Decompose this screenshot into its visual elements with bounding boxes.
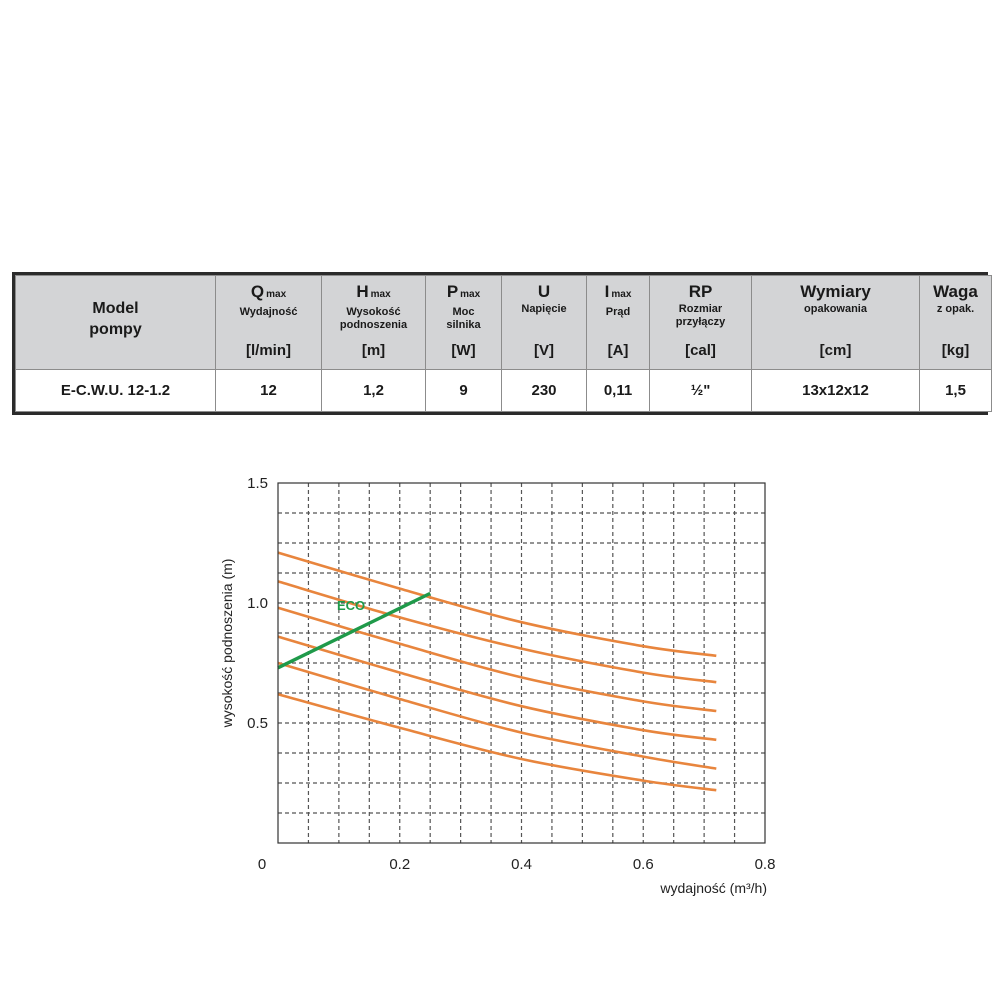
cell-hmax: 1,2 (321, 369, 426, 412)
header-description: Prąd (605, 306, 631, 318)
header-symbol: I (604, 282, 610, 301)
header-unit: [l/min] (246, 342, 291, 359)
chart-series-group (277, 551, 717, 792)
header-model: Model pompy (15, 275, 216, 370)
header-symbol: Q (250, 282, 265, 301)
x-tick-label: 0.4 (511, 856, 532, 873)
header-symbol: RP (688, 282, 713, 301)
header-dimensions: Wymiary opakowania [cm] (751, 275, 920, 370)
header-subscript: max (611, 289, 632, 300)
header-description: Wydajność (239, 306, 298, 318)
cell-current: 0,11 (586, 369, 650, 412)
cell-weight: 1,5 (919, 369, 992, 412)
y-tick-label: 1.0 (247, 595, 268, 612)
x-tick-label: 0.8 (755, 856, 776, 873)
header-unit: [A] (607, 342, 629, 359)
header-description: z opak. (936, 303, 975, 315)
cell-pmax: 9 (425, 369, 502, 412)
header-u: U Napięcie [V] (501, 275, 587, 370)
x-tick-label: 0.2 (389, 856, 410, 873)
header-symbol: U (537, 282, 551, 301)
eco-line-group: ECO (277, 591, 431, 670)
header-symbol: H (356, 282, 369, 301)
header-rp: RP Rozmiar przyłączy [cal] (649, 275, 752, 370)
pump-curve-2 (277, 580, 717, 684)
header-unit: [m] (361, 342, 386, 359)
eco-line (277, 591, 431, 670)
header-unit: [V] (534, 342, 554, 359)
header-description: Rozmiar przyłączy (675, 303, 726, 328)
header-subscript: max (266, 289, 287, 300)
header-weight: Waga z opak. [kg] (919, 275, 992, 370)
y-tick-label: 0.5 (247, 715, 268, 732)
header-description: Napięcie (521, 303, 567, 315)
header-description: Moc silnika (446, 306, 481, 331)
header-subscript: max (370, 289, 391, 300)
eco-label: ECO (337, 598, 365, 613)
header-unit: [W] (451, 342, 476, 359)
header-symbol: Waga (933, 282, 978, 301)
chart-grid (278, 483, 765, 843)
header-unit: [kg] (941, 342, 970, 359)
header-symbol: Wymiary (800, 282, 871, 301)
x-axis-label: wydajność (m³/h) (659, 880, 767, 896)
header-model-label: Model pompy (89, 299, 142, 338)
cell-qmax: 12 (215, 369, 322, 412)
pump-curve-4 (277, 635, 717, 742)
y-tick-label: 1.5 (247, 475, 268, 492)
pump-curve-1 (277, 551, 717, 658)
pump-curve-chart: ECO 0 0.2 0.4 0.6 0.8 0.5 1.0 1.5 wydajność (m³… (219, 475, 775, 896)
axis-ticks: 0 0.2 0.4 0.6 0.8 0.5 1.0 1.5 (247, 475, 775, 873)
x-tick-label: 0 (258, 856, 266, 873)
header-symbol: P (446, 282, 459, 301)
cell-dimensions: 13x12x12 (751, 369, 920, 412)
y-axis-label: wysokość podnoszenia (m) (219, 559, 235, 729)
header-subscript: max (460, 289, 481, 300)
cell-model: E-C.W.U. 12-1.2 (15, 369, 216, 412)
header-description: opakowania (804, 303, 867, 315)
x-tick-label: 0.6 (633, 856, 654, 873)
header-unit: [cal] (685, 342, 716, 359)
cell-voltage: 230 (501, 369, 587, 412)
header-unit: [cm] (819, 342, 852, 359)
pump-curve-5 (277, 661, 717, 770)
header-description: Wysokość podnoszenia (339, 306, 408, 331)
cell-connection: ½" (649, 369, 752, 412)
pump-curve-3 (277, 606, 717, 713)
plot-frame (277, 482, 766, 844)
table-row: E-C.W.U. 12-1.2 12 1,2 9 230 0,11 ½" 13x… (15, 369, 992, 412)
pump-curve-6 (277, 692, 717, 792)
